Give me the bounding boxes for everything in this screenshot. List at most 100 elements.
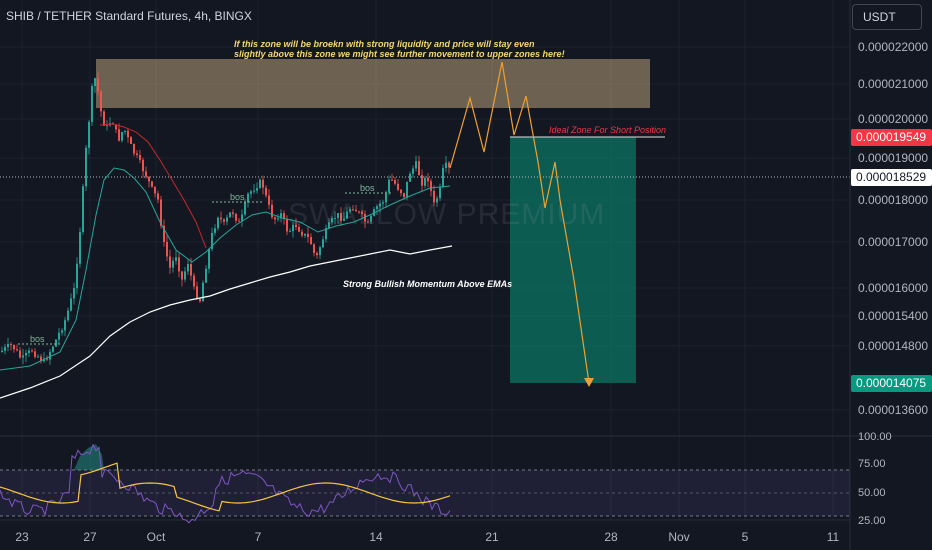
price-axis-label: 0.000020000 <box>858 112 929 126</box>
candle-body <box>421 175 423 186</box>
candle-body <box>442 167 444 187</box>
ema-slow-line <box>0 245 453 399</box>
rsi-ma-line <box>0 462 451 512</box>
candle-body <box>349 209 351 212</box>
candle-body <box>73 288 75 299</box>
rsi-axis-label: 75.00 <box>858 458 886 470</box>
candle-body <box>190 264 192 276</box>
bos-label: bos <box>30 334 45 344</box>
candle-body <box>142 159 144 172</box>
candle-body <box>46 358 48 360</box>
time-axis-label: Nov <box>668 530 690 544</box>
price-axis-label: 0.000014800 <box>858 339 929 353</box>
zone-note-line2: slightly above this zone we might see fu… <box>234 49 565 59</box>
candle-body <box>295 224 297 228</box>
candle-body <box>115 124 117 130</box>
candle-body <box>427 177 429 182</box>
candle-body <box>19 350 21 358</box>
candle-body <box>193 275 195 287</box>
candle-body <box>226 217 228 222</box>
candle-body <box>250 191 252 194</box>
chart-title: SHIB / TETHER Standard Futures, 4h, BING… <box>6 9 252 23</box>
supply-zone[interactable] <box>96 59 650 108</box>
candle-body <box>106 125 108 127</box>
time-axis-label: 11 <box>826 530 840 544</box>
short-position-zone[interactable] <box>510 137 636 383</box>
short-entry-price-tag: 0.000019549 <box>851 129 932 146</box>
candle-body <box>202 282 204 302</box>
candle-body <box>346 211 348 219</box>
candle-body <box>232 212 234 214</box>
candle-body <box>97 78 99 92</box>
candle-body <box>55 339 57 347</box>
candle-body <box>313 244 315 254</box>
candle-body <box>388 179 390 193</box>
candle-body <box>322 239 324 248</box>
candle-body <box>331 218 333 223</box>
time-axis-label: 28 <box>604 530 618 544</box>
ema-fast-line <box>0 167 451 371</box>
candle-body <box>334 217 336 219</box>
candle-body <box>103 111 105 126</box>
candle-body <box>163 225 165 242</box>
candle-body <box>259 179 261 189</box>
candle-body <box>94 78 96 87</box>
candle-body <box>28 350 30 353</box>
candle-body <box>277 218 279 220</box>
candle-body <box>172 260 174 268</box>
candle-body <box>292 224 294 232</box>
candle-body <box>352 209 354 211</box>
candle-body <box>52 346 54 352</box>
candle-body <box>283 213 285 219</box>
time-axis-label: 21 <box>485 530 499 544</box>
time-axis-label: 27 <box>83 530 97 544</box>
price-axis-label: 0.000021000 <box>858 77 929 91</box>
currency-button[interactable]: USDT <box>852 4 922 30</box>
candle-body <box>205 268 207 283</box>
candle-body <box>418 161 420 176</box>
candle-body <box>49 351 51 360</box>
candle-body <box>223 219 225 222</box>
candle-body <box>178 257 180 272</box>
time-axis-label: 14 <box>369 530 383 544</box>
candle-body <box>124 130 126 132</box>
ema-mid-line <box>99 123 207 249</box>
candle-body <box>394 180 396 184</box>
candle-body <box>22 355 24 358</box>
candle-body <box>391 179 393 181</box>
price-axis-label: 0.000019000 <box>858 151 929 165</box>
candle-body <box>208 249 210 269</box>
candle-body <box>154 186 156 194</box>
candle-body <box>10 343 12 345</box>
candle-body <box>400 189 402 194</box>
candle-body <box>76 263 78 289</box>
candle-body <box>148 176 150 182</box>
candle-body <box>82 186 84 232</box>
candle-body <box>343 218 345 221</box>
watermark: SWALLOW PREMIUM <box>288 198 606 231</box>
candle-body <box>376 206 378 210</box>
candle-body <box>241 214 243 221</box>
candle-body <box>37 356 39 358</box>
candle-body <box>88 121 90 148</box>
price-axis-label: 0.000017000 <box>858 235 929 249</box>
candle-body <box>268 195 270 205</box>
candle-body <box>247 193 249 203</box>
candle-body <box>286 218 288 232</box>
candle-body <box>370 215 372 222</box>
candle-body <box>145 171 147 177</box>
candle-body <box>274 217 276 220</box>
rsi-axis-label: 50.00 <box>858 487 886 499</box>
time-axis-label: 5 <box>741 530 749 544</box>
candle-body <box>433 190 435 203</box>
candle-body <box>364 213 366 222</box>
candle-body <box>409 173 411 182</box>
candle-body <box>310 237 312 245</box>
candle-body <box>133 143 135 154</box>
candle-body <box>289 231 291 233</box>
candle-body <box>196 286 198 299</box>
candle-body <box>139 154 141 160</box>
candle-body <box>397 183 399 190</box>
candle-body <box>238 220 240 222</box>
